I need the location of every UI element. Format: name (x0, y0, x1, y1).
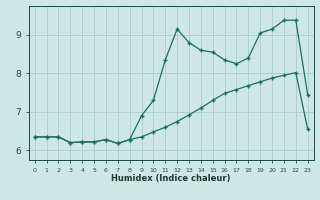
X-axis label: Humidex (Indice chaleur): Humidex (Indice chaleur) (111, 174, 231, 183)
